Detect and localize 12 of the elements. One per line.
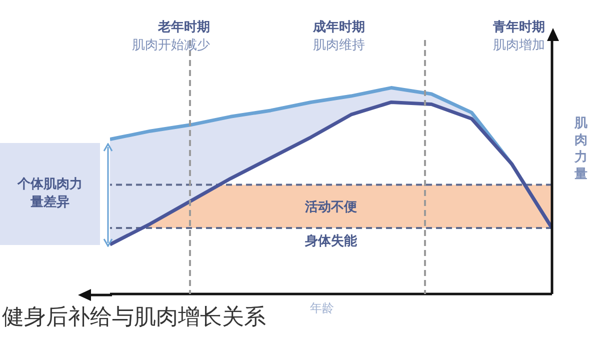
text: 肌肉增加 [492, 37, 545, 54]
band-label: 活动不便 [304, 200, 357, 215]
text: 成年时期 [312, 19, 365, 36]
text: 肌肉开始减少 [131, 37, 210, 54]
text: 肌肉维持 [312, 37, 365, 54]
text: 健身后补给与肌肉增长关系 [2, 304, 266, 332]
text: 老年时期 [156, 19, 210, 36]
text: 个体肌肉力量差异 [16, 176, 84, 212]
ref-line-label: 身体失能 [304, 233, 358, 250]
x-axis-title: 年龄 [310, 300, 334, 317]
text: 青年时期 [492, 19, 545, 36]
y-axis-title: 肌肉力量 [573, 115, 588, 183]
